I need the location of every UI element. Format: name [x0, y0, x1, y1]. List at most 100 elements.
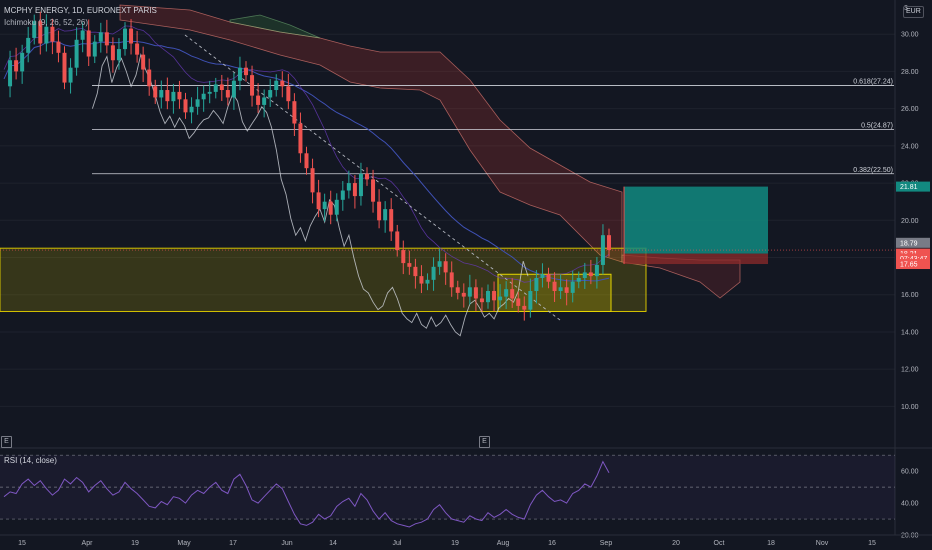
candle-body	[316, 192, 321, 210]
candle-body	[564, 287, 569, 293]
kijun-sen-line	[3, 40, 610, 282]
candle-body	[123, 28, 127, 50]
candle-body	[280, 80, 285, 87]
chart-legend: MCPHY ENERGY, 1D, EURONEXT PARIS Ichimok…	[4, 5, 157, 29]
price-tick-label: 16.00	[901, 292, 919, 299]
candle-body	[141, 54, 146, 70]
candle-body	[588, 272, 593, 277]
candle-body	[371, 179, 376, 202]
earnings-marker[interactable]: E	[1, 436, 12, 448]
ichimoku-label[interactable]: Ichimoku (9, 26, 52, 26)	[4, 18, 89, 27]
trend-line	[184, 34, 561, 321]
price-axis[interactable]: 330.0028.0026.0024.0022.0020.0018.0016.0…	[894, 0, 930, 535]
candle-body	[377, 201, 382, 221]
candle-body	[510, 289, 515, 299]
candle-body	[147, 69, 152, 87]
candle-body	[298, 123, 303, 154]
price-candles[interactable]	[8, 11, 611, 321]
candle-body	[328, 201, 333, 215]
price-tag	[896, 253, 930, 264]
time-tick-label: 19	[131, 540, 139, 547]
candle-body	[177, 91, 182, 100]
candle-body	[274, 80, 279, 91]
price-tick-label: 28.00	[901, 69, 919, 76]
candle-body	[552, 281, 557, 292]
candle-body	[256, 95, 261, 105]
candle-body	[62, 52, 67, 83]
candle-body	[358, 173, 363, 197]
chikou-span-line	[91, 53, 529, 337]
candle-body	[292, 101, 297, 124]
candle-body	[334, 199, 339, 215]
candle-body	[213, 84, 218, 92]
candle-body	[522, 305, 527, 310]
candle-body	[407, 263, 412, 267]
candle-body	[504, 289, 509, 297]
stop-loss-area[interactable]	[624, 253, 768, 265]
fib-level-label: 0.382(22.50)	[853, 167, 893, 174]
candle-body	[576, 277, 581, 282]
candle-body	[304, 153, 309, 169]
time-tick-label: Apr	[82, 540, 94, 547]
time-tick-label: 15	[18, 540, 26, 547]
rsi-pane[interactable]: 60.00 40.00 20.00	[0, 447, 932, 540]
candle-body	[14, 60, 19, 72]
indicator-lines	[3, 25, 610, 337]
candle-body	[479, 298, 484, 303]
candle-body	[195, 99, 200, 107]
candle-body	[68, 67, 73, 83]
time-tick-label: 14	[329, 540, 337, 547]
candle-body	[219, 84, 224, 91]
earnings-marker[interactable]: E	[479, 436, 490, 448]
candle-body	[183, 99, 188, 113]
time-tick-label: Jul	[393, 540, 402, 547]
candle-body	[395, 231, 400, 251]
time-tick-label: 19	[451, 540, 459, 547]
candle-body	[528, 291, 533, 310]
time-tick-label: May	[177, 540, 191, 547]
price-tag-label: 21.81	[900, 184, 918, 191]
candle-body	[365, 173, 369, 180]
price-tick-label: 20.00	[901, 218, 919, 225]
candle-body	[486, 291, 490, 303]
time-tick-label: 16	[548, 540, 556, 547]
price-tag-label: 17.65	[900, 262, 918, 269]
rsi-title[interactable]: RSI (14, close)	[4, 456, 57, 465]
candle-body	[159, 90, 164, 98]
time-tick-label: 18	[767, 540, 775, 547]
time-axis[interactable]: 15 Apr 19 May 17 Jun 14 Jul 19 Aug 16 Sep 20 Oct 18 Nov…	[0, 534, 932, 547]
candle-body	[231, 80, 236, 98]
candle-body	[110, 45, 115, 61]
profit-target-area[interactable]	[624, 186, 768, 254]
candle-body	[607, 235, 611, 251]
candle-body	[467, 287, 472, 297]
rsi-tick-label: 40.00	[901, 501, 919, 508]
candle-body	[425, 279, 430, 284]
candle-body	[250, 75, 255, 96]
currency-label[interactable]: EUR	[903, 6, 924, 18]
cloud-bullish	[229, 14, 321, 39]
price-tick-label: 12.00	[901, 367, 919, 374]
cloud-bearish	[119, 4, 623, 263]
time-tick-label: Sep	[600, 540, 613, 547]
candle-body	[80, 30, 85, 40]
price-tick-label: 26.00	[901, 106, 919, 113]
candle-body	[540, 274, 545, 278]
long-position-tool[interactable]	[0, 186, 895, 265]
fib-level-label: 0.5(24.87)	[861, 123, 893, 130]
candle-body	[340, 190, 345, 200]
fibonacci-levels[interactable]: 0.618(27.24) 0.5(24.87) 0.382(22.50)	[92, 79, 894, 175]
candle-body	[594, 264, 599, 277]
candle-body	[546, 274, 551, 282]
time-tick-label: Aug	[497, 540, 510, 547]
candle-body	[44, 26, 49, 44]
symbol-title[interactable]: MCPHY ENERGY, 1D, EURONEXT PARIS	[4, 6, 157, 15]
candle-body	[32, 21, 37, 38]
candle-body	[50, 26, 55, 42]
candle-body	[201, 93, 206, 100]
candle-body	[189, 106, 194, 113]
time-tick-label: 20	[672, 540, 680, 547]
rsi-line	[3, 460, 610, 528]
candle-body	[473, 287, 478, 299]
